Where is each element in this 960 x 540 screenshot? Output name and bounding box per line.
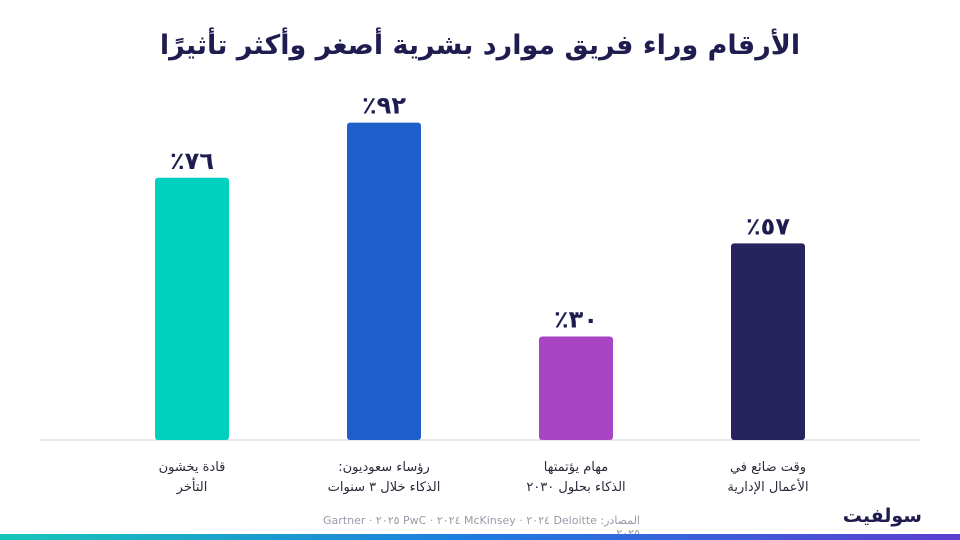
category-label-3-line-2: الذكاء بحلول ٢٠٣٠ [526, 480, 625, 495]
category-label-2-line-1: رؤساء سعوديون: [338, 460, 430, 475]
source-note: المصادر: Deloitte ٢٠٢٤ · McKinsey ٢٠٢٤ ·… [323, 514, 640, 540]
category-label-1-line-1: قادة يخشون [159, 460, 226, 475]
bar-4 [731, 243, 805, 440]
bar-2 [347, 122, 421, 440]
category-label-1-line-2: التأخر [176, 477, 208, 495]
bar-1 [155, 177, 229, 441]
category-label-3-line-1: مهام يؤتمتها [544, 460, 608, 475]
chart-title: الأرقام وراء فريق موارد بشرية أصغر وأكثر… [159, 30, 801, 61]
footer-gradient-bar [0, 534, 960, 540]
category-label-4-line-1: وقت ضائع في [730, 460, 806, 475]
bar-3 [539, 336, 613, 440]
category-label-2-line-2: الذكاء خلال ٣ سنوات [328, 480, 441, 495]
value-label-1: ٧٦٪ [170, 147, 214, 175]
value-label-3: ٣٠٪ [554, 306, 598, 334]
category-label-4-line-2: الأعمال الإدارية [727, 478, 808, 495]
value-label-2: ٩٢٪ [362, 92, 406, 120]
value-label-4: ٥٧٪ [746, 212, 790, 240]
brand-logo: سولفيت [842, 505, 922, 527]
